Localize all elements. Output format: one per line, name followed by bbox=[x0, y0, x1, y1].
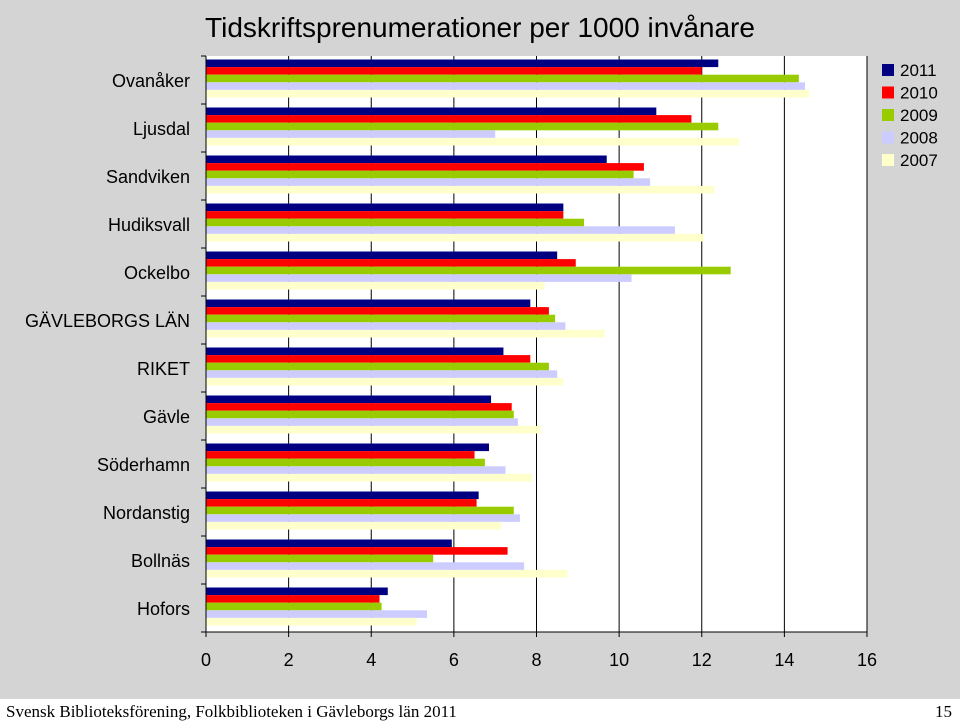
bar-2007 bbox=[206, 473, 533, 482]
bar-2011 bbox=[206, 443, 489, 452]
bar-2010 bbox=[206, 403, 512, 411]
bar-2009 bbox=[206, 554, 434, 563]
bar-2007 bbox=[206, 617, 417, 626]
bar-2007 bbox=[206, 521, 502, 530]
bar-2010 bbox=[206, 307, 549, 315]
bar-2009 bbox=[206, 266, 731, 275]
bar-2009 bbox=[206, 122, 719, 131]
category-label: GÄVLEBORGS LÄN bbox=[25, 311, 190, 331]
bar-2011 bbox=[206, 299, 531, 308]
legend-label: 2008 bbox=[900, 129, 938, 148]
bar-2011 bbox=[206, 539, 452, 548]
bar-2009 bbox=[206, 314, 556, 323]
page-number: 15 bbox=[935, 702, 952, 721]
bar-2011 bbox=[206, 587, 388, 596]
x-tick-label: 14 bbox=[774, 650, 794, 670]
bar-2011 bbox=[206, 59, 719, 68]
category-label: Söderhamn bbox=[97, 455, 190, 475]
bar-2010 bbox=[206, 115, 692, 123]
legend-swatch bbox=[882, 109, 894, 121]
bar-2008 bbox=[206, 610, 428, 618]
category-label: RIKET bbox=[137, 359, 190, 379]
x-tick-label: 0 bbox=[201, 650, 211, 670]
bar-2007 bbox=[206, 281, 545, 290]
bar-2009 bbox=[206, 410, 514, 419]
x-tick-label: 10 bbox=[609, 650, 629, 670]
bar-chart: Ovanåker Ljusdal Sandviken Hudiksvall Ockelb… bbox=[25, 12, 938, 670]
category-label: Hudiksvall bbox=[108, 215, 190, 235]
bar-2007 bbox=[206, 425, 541, 434]
category-label: Sandviken bbox=[106, 167, 190, 187]
bar-2007 bbox=[206, 569, 568, 578]
bar-2010 bbox=[206, 451, 475, 459]
category-label: Bollnäs bbox=[131, 551, 190, 571]
bar-2008 bbox=[206, 466, 506, 474]
x-tick-label: 6 bbox=[449, 650, 459, 670]
footer-bar: Svensk Biblioteksförening, Folkbibliotek… bbox=[0, 699, 960, 725]
footer-text: Svensk Biblioteksförening, Folkbibliotek… bbox=[6, 702, 457, 721]
bar-2009 bbox=[206, 74, 799, 83]
x-tick-label: 2 bbox=[284, 650, 294, 670]
bar-2008 bbox=[206, 514, 520, 522]
bar-2009 bbox=[206, 170, 634, 179]
bar-2007 bbox=[206, 185, 715, 194]
bar-2008 bbox=[206, 130, 496, 138]
bar-2011 bbox=[206, 251, 558, 260]
x-tick-label: 12 bbox=[692, 650, 712, 670]
bar-2009 bbox=[206, 362, 549, 371]
bar-2008 bbox=[206, 178, 651, 186]
bar-2009 bbox=[206, 506, 514, 515]
bar-2010 bbox=[206, 163, 644, 171]
bar-2011 bbox=[206, 107, 657, 116]
bar-2007 bbox=[206, 329, 605, 338]
bar-2007 bbox=[206, 137, 739, 146]
bar-2007 bbox=[206, 233, 704, 242]
bar-2007 bbox=[206, 89, 810, 98]
bar-2010 bbox=[206, 259, 576, 267]
x-tick-label: 4 bbox=[366, 650, 376, 670]
x-tick-label: 16 bbox=[857, 650, 877, 670]
category-label: Nordanstig bbox=[103, 503, 190, 523]
category-label: Ovanåker bbox=[112, 71, 190, 91]
legend-label: 2011 bbox=[900, 61, 937, 80]
legend-swatch bbox=[882, 154, 894, 166]
bar-2008 bbox=[206, 226, 675, 234]
bar-2011 bbox=[206, 395, 492, 404]
bar-2010 bbox=[206, 547, 508, 555]
bar-2011 bbox=[206, 347, 504, 356]
bar-2010 bbox=[206, 211, 564, 219]
category-label: Ockelbo bbox=[124, 263, 190, 283]
bar-2008 bbox=[206, 562, 525, 570]
chart-area: Ovanåker Ljusdal Sandviken Hudiksvall Ockelb… bbox=[0, 0, 960, 699]
bar-2011 bbox=[206, 491, 479, 500]
legend-label: 2009 bbox=[900, 106, 938, 125]
legend-swatch bbox=[882, 86, 894, 99]
bar-2010 bbox=[206, 67, 702, 75]
bar-2009 bbox=[206, 458, 485, 467]
legend-label: 2010 bbox=[900, 84, 938, 103]
bar-2010 bbox=[206, 595, 380, 603]
bar-2008 bbox=[206, 274, 632, 282]
legend-label: 2007 bbox=[900, 151, 938, 170]
legend-swatch bbox=[882, 131, 894, 144]
category-label: Gävle bbox=[143, 407, 190, 427]
bar-2010 bbox=[206, 355, 531, 363]
bar-2008 bbox=[206, 82, 806, 90]
x-tick-label: 8 bbox=[531, 650, 541, 670]
bar-2009 bbox=[206, 218, 585, 227]
chart-title: Tidskriftsprenumerationer per 1000 invån… bbox=[205, 12, 755, 43]
bar-2011 bbox=[206, 155, 607, 164]
bar-2011 bbox=[206, 203, 564, 212]
bar-2009 bbox=[206, 602, 382, 611]
category-label: Hofors bbox=[137, 599, 190, 619]
bar-2010 bbox=[206, 499, 477, 507]
category-label: Ljusdal bbox=[133, 119, 190, 139]
bar-2008 bbox=[206, 370, 558, 378]
bar-2008 bbox=[206, 418, 518, 426]
bar-2007 bbox=[206, 377, 564, 386]
bar-2008 bbox=[206, 322, 566, 330]
legend-swatch bbox=[882, 64, 894, 76]
